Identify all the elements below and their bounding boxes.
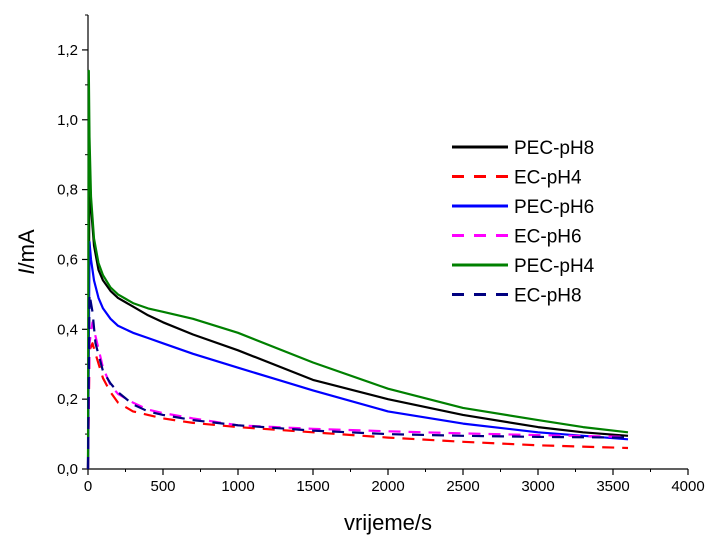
x-axis-title: vrijeme/s [344,510,432,535]
y-tick-label: 1,2 [57,42,78,59]
x-tick-label: 2000 [371,478,404,495]
x-tick-label: 3000 [521,478,554,495]
legend-label: PEC-pH4 [514,256,595,277]
series-line-ec-ph6 [86,321,629,470]
y-tick-label: 0,8 [57,182,78,199]
x-tick-label: 1500 [296,478,329,495]
x-tick-label: 500 [150,478,175,495]
legend-label: PEC-pH6 [514,197,594,218]
series-line-pec-ph6 [86,240,629,470]
legend: PEC-pH8 EC-pH4 PEC-pH6 EC-pH6 PEC-pH4 EC-pH8 [452,138,595,307]
y-tick-label: 0,2 [57,391,78,408]
y-tick-label: 0,4 [57,321,78,338]
y-axis-title-unit: /mA [14,229,39,268]
series-line-ec-ph8 [86,293,629,470]
series-line-pec-ph4 [86,69,629,470]
x-tick-label: 2500 [446,478,479,495]
y-axis-title-symbol: I [14,269,39,275]
legend-label: EC-pH4 [514,168,582,189]
y-axis-title: I/mA [14,229,39,275]
legend-label: PEC-pH8 [514,138,594,159]
x-tick-label: 1000 [221,478,254,495]
x-tick-label: 4000 [671,478,704,495]
ticks: 0 500 1000 1500 2000 2500 3000 3500 4000 0,0 0,2 0,… [57,14,705,495]
legend-label: EC-pH6 [514,227,582,248]
x-tick-label: 0 [84,478,92,495]
y-tick-label: 0,0 [57,461,78,478]
axes [87,15,688,470]
series-line-ec-ph4 [86,342,629,470]
x-tick-label: 3500 [596,478,629,495]
series-line-pec-ph8 [86,160,629,470]
y-tick-label: 0,6 [57,251,78,268]
series [86,69,629,470]
legend-label: EC-pH8 [514,286,582,307]
y-tick-label: 1,0 [57,112,78,129]
